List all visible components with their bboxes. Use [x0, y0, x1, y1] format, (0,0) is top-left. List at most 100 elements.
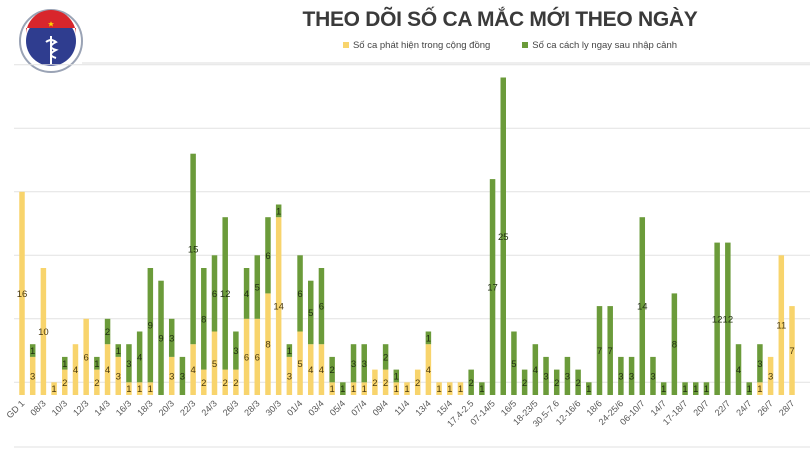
- bar-community: [308, 344, 314, 395]
- bar-community: [393, 382, 400, 395]
- bar-community: [211, 331, 218, 395]
- data-label-quarantine: 2: [575, 378, 580, 389]
- data-label-quarantine: 1: [479, 384, 484, 395]
- bar-community: [457, 382, 464, 395]
- data-label-quarantine: 1: [340, 384, 345, 395]
- x-tick-label: 08/3: [28, 398, 47, 417]
- data-label-community: 1: [436, 384, 441, 395]
- bar-quarantine: [308, 280, 314, 345]
- x-tick-label: 24/3: [199, 398, 218, 417]
- data-label-community: 1: [404, 384, 409, 395]
- data-label-quarantine: 6: [265, 251, 270, 262]
- bar-quarantine: [361, 344, 367, 383]
- data-label-quarantine: 4: [244, 289, 249, 300]
- bar-quarantine: [201, 268, 207, 370]
- data-label-community: 5: [212, 359, 217, 370]
- bar-quarantine: [168, 318, 175, 357]
- bar-community: [436, 382, 442, 395]
- data-label-community: 1: [394, 384, 399, 395]
- bar-quarantine: [425, 331, 432, 345]
- data-label-community: 1: [126, 384, 131, 395]
- bar-community: [425, 344, 432, 395]
- data-label-quarantine: 8: [201, 314, 206, 325]
- legend-swatch-yellow: [342, 42, 349, 49]
- bar-quarantine: [254, 255, 261, 319]
- data-label-community: 8: [265, 340, 270, 351]
- bar-quarantine: [735, 344, 742, 395]
- bar-community: [19, 191, 25, 395]
- data-label-community: 10: [38, 327, 49, 338]
- data-label-community: 3: [116, 371, 121, 382]
- data-label-quarantine: 5: [255, 283, 260, 294]
- bar-community: [233, 369, 239, 395]
- bar-quarantine: [479, 382, 485, 395]
- data-label-quarantine: 3: [362, 359, 367, 370]
- data-label-quarantine: 15: [188, 244, 199, 255]
- data-label-quarantine: 4: [137, 352, 142, 363]
- bar-community: [62, 369, 68, 395]
- x-tick-label: 01/4: [285, 398, 304, 417]
- x-tick-label: 12/3: [71, 398, 90, 417]
- data-label-community: 16: [17, 289, 28, 300]
- bar-community: [275, 217, 282, 395]
- data-label-quarantine: 1: [661, 384, 666, 395]
- bar-quarantine: [500, 77, 506, 395]
- data-label-quarantine: 12: [712, 314, 723, 325]
- x-tick-label: 07/4: [349, 398, 368, 417]
- data-label-quarantine: 2: [469, 378, 474, 389]
- data-label-quarantine: 3: [169, 333, 174, 344]
- data-label-quarantine: 2: [329, 365, 334, 376]
- bar-quarantine: [468, 369, 474, 395]
- bar-quarantine: [596, 306, 603, 395]
- bar-quarantine: [693, 382, 699, 395]
- data-label-quarantine: 1: [287, 346, 292, 357]
- data-label-quarantine: 3: [565, 371, 570, 382]
- data-label-quarantine: 12: [723, 314, 734, 325]
- bar-quarantine: [682, 382, 688, 395]
- x-tick-label: 18/3: [135, 398, 154, 417]
- legend: Số ca phát hiện trong cộng đồng Số ca cá…: [230, 40, 790, 51]
- data-label-quarantine: 3: [629, 371, 634, 382]
- bar-quarantine: [607, 306, 613, 395]
- legend-label: Số ca cách ly ngay sau nhập cảnh: [532, 40, 678, 51]
- bar-community: [168, 356, 175, 395]
- data-label-quarantine: 4: [736, 365, 741, 376]
- bar-quarantine: [297, 255, 303, 332]
- bar-quarantine: [275, 204, 282, 218]
- data-label-quarantine: 4: [533, 365, 538, 376]
- bar-community: [126, 382, 132, 395]
- bar-quarantine: [746, 382, 752, 395]
- data-label-community: 2: [372, 378, 377, 389]
- data-label-community: 3: [287, 371, 292, 382]
- data-label-community: 4: [105, 365, 110, 376]
- data-label-quarantine: 1: [276, 206, 281, 217]
- bar-quarantine: [94, 356, 100, 370]
- data-label-quarantine: 9: [148, 321, 153, 332]
- bar-community: [757, 382, 763, 395]
- data-label-community: 6: [84, 352, 89, 363]
- chart-title: THEO DÕI SỐ CA MẮC MỚI THEO NGÀY: [302, 8, 698, 31]
- data-label-community: 1: [458, 384, 463, 395]
- bar-quarantine: [233, 331, 239, 370]
- bar-quarantine: [703, 382, 710, 395]
- bar-quarantine: [511, 331, 517, 395]
- data-label-community: 2: [94, 378, 99, 389]
- legend-swatch-green: [522, 42, 529, 49]
- legend-item-quarantine: Số ca cách ly ngay sau nhập cảnh: [522, 40, 677, 51]
- x-tick-label: 26/3: [221, 398, 240, 417]
- data-label-community: 3: [30, 371, 35, 382]
- bar-quarantine: [104, 318, 111, 345]
- bar-community: [72, 344, 79, 395]
- bar-community: [29, 356, 36, 395]
- data-label-community: 2: [233, 378, 238, 389]
- bar-quarantine: [660, 382, 667, 395]
- bar-quarantine: [318, 268, 325, 345]
- data-label-quarantine: 7: [608, 346, 613, 357]
- bar-community: [361, 382, 367, 395]
- bar-quarantine: [671, 293, 678, 395]
- x-tick-label: 03/4: [306, 398, 325, 417]
- bar-community: [404, 382, 410, 395]
- x-tick-label: GD 1: [4, 398, 26, 420]
- data-label-community: 4: [190, 365, 195, 376]
- data-label-quarantine: 1: [426, 333, 431, 344]
